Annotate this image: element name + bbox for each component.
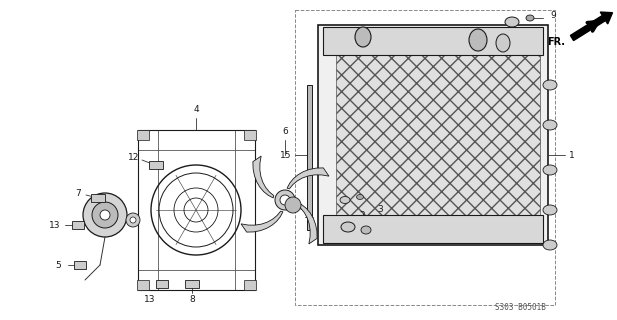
- Polygon shape: [287, 168, 329, 189]
- Polygon shape: [296, 202, 317, 244]
- Bar: [244, 130, 256, 140]
- Text: 9: 9: [550, 12, 556, 20]
- Bar: [156, 280, 168, 288]
- Text: 8: 8: [189, 295, 195, 305]
- Text: 6: 6: [282, 127, 288, 137]
- Ellipse shape: [340, 196, 350, 204]
- Ellipse shape: [505, 17, 519, 27]
- Text: S303 B0501B: S303 B0501B: [495, 303, 545, 313]
- Polygon shape: [253, 156, 274, 198]
- Ellipse shape: [496, 34, 510, 52]
- Polygon shape: [241, 211, 283, 232]
- Ellipse shape: [357, 195, 363, 199]
- Bar: [318, 25, 548, 245]
- Bar: [74, 261, 86, 269]
- Text: 3: 3: [377, 205, 383, 214]
- Circle shape: [83, 193, 127, 237]
- Ellipse shape: [341, 222, 355, 232]
- Ellipse shape: [543, 165, 557, 175]
- Ellipse shape: [543, 240, 557, 250]
- Text: 7: 7: [75, 188, 81, 197]
- Text: 10: 10: [507, 38, 518, 47]
- Text: 1: 1: [569, 150, 575, 159]
- Ellipse shape: [543, 120, 557, 130]
- Circle shape: [275, 190, 295, 210]
- Text: 15: 15: [280, 150, 292, 159]
- Text: 5: 5: [55, 260, 61, 269]
- Bar: [323, 215, 543, 243]
- Bar: [295, 10, 555, 305]
- Ellipse shape: [355, 27, 371, 47]
- Circle shape: [92, 202, 118, 228]
- Ellipse shape: [361, 226, 371, 234]
- Bar: [307, 85, 312, 230]
- Bar: [244, 280, 256, 290]
- Text: FR.: FR.: [547, 37, 565, 47]
- Circle shape: [100, 210, 110, 220]
- Circle shape: [285, 197, 301, 213]
- Ellipse shape: [543, 205, 557, 215]
- Bar: [137, 130, 149, 140]
- Circle shape: [130, 217, 136, 223]
- Text: 2: 2: [359, 211, 365, 220]
- Text: 14: 14: [106, 213, 118, 222]
- Text: 11: 11: [304, 211, 316, 220]
- Text: 13: 13: [49, 220, 60, 229]
- Circle shape: [280, 195, 290, 205]
- Ellipse shape: [469, 29, 487, 51]
- Bar: [137, 280, 149, 290]
- Ellipse shape: [543, 80, 557, 90]
- Text: 12: 12: [128, 154, 139, 163]
- Bar: [323, 27, 543, 55]
- Ellipse shape: [526, 15, 534, 21]
- Bar: [91, 194, 105, 202]
- Text: 4: 4: [193, 106, 199, 115]
- Bar: [336, 55, 540, 215]
- Text: 13: 13: [144, 295, 155, 305]
- Bar: [149, 161, 163, 169]
- Circle shape: [126, 213, 140, 227]
- Bar: [185, 280, 199, 288]
- Bar: [72, 221, 84, 229]
- FancyArrow shape: [570, 12, 613, 41]
- Bar: [138, 130, 255, 290]
